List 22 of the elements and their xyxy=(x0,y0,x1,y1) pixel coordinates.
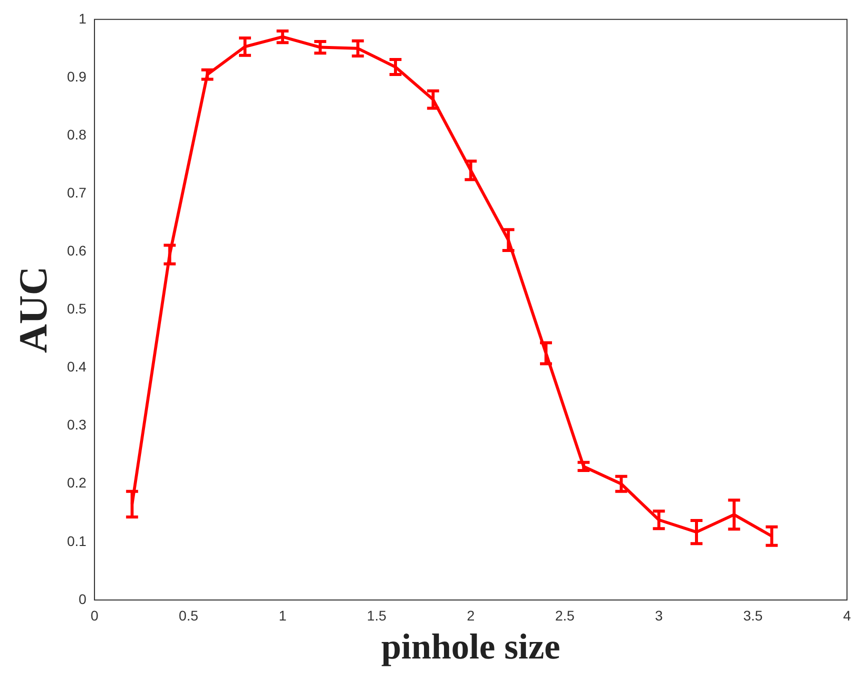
x-tick-label: 1 xyxy=(278,607,287,624)
y-tick-label: 0.5 xyxy=(66,300,87,317)
x-tick-label: 0.5 xyxy=(178,607,198,624)
y-tick-label: 1 xyxy=(78,10,87,26)
y-axis-title: AUC xyxy=(10,266,56,354)
x-tick-label: 3.5 xyxy=(743,607,763,624)
x-axis-title: pinhole size xyxy=(381,626,560,667)
y-tick-label: 0.1 xyxy=(66,532,87,549)
x-tick-label: 2.5 xyxy=(555,607,575,624)
x-tick-label: 3 xyxy=(654,607,663,624)
x-tick-label: 1.5 xyxy=(366,607,387,624)
y-tick-label: 0.6 xyxy=(66,242,87,258)
y-tick-label: 0.4 xyxy=(66,358,87,375)
y-tick-label: 0.8 xyxy=(66,126,87,142)
y-tick-label: 0.3 xyxy=(66,416,87,433)
x-tick-label: 0 xyxy=(90,607,99,624)
y-tick-label: 0.2 xyxy=(66,474,87,491)
y-tick-label: 0 xyxy=(78,590,87,607)
x-tick-label: 4 xyxy=(843,607,852,624)
x-tick-label: 2 xyxy=(466,607,475,624)
y-tick-label: 0.9 xyxy=(66,68,87,84)
y-tick-label: 0.7 xyxy=(66,184,87,200)
